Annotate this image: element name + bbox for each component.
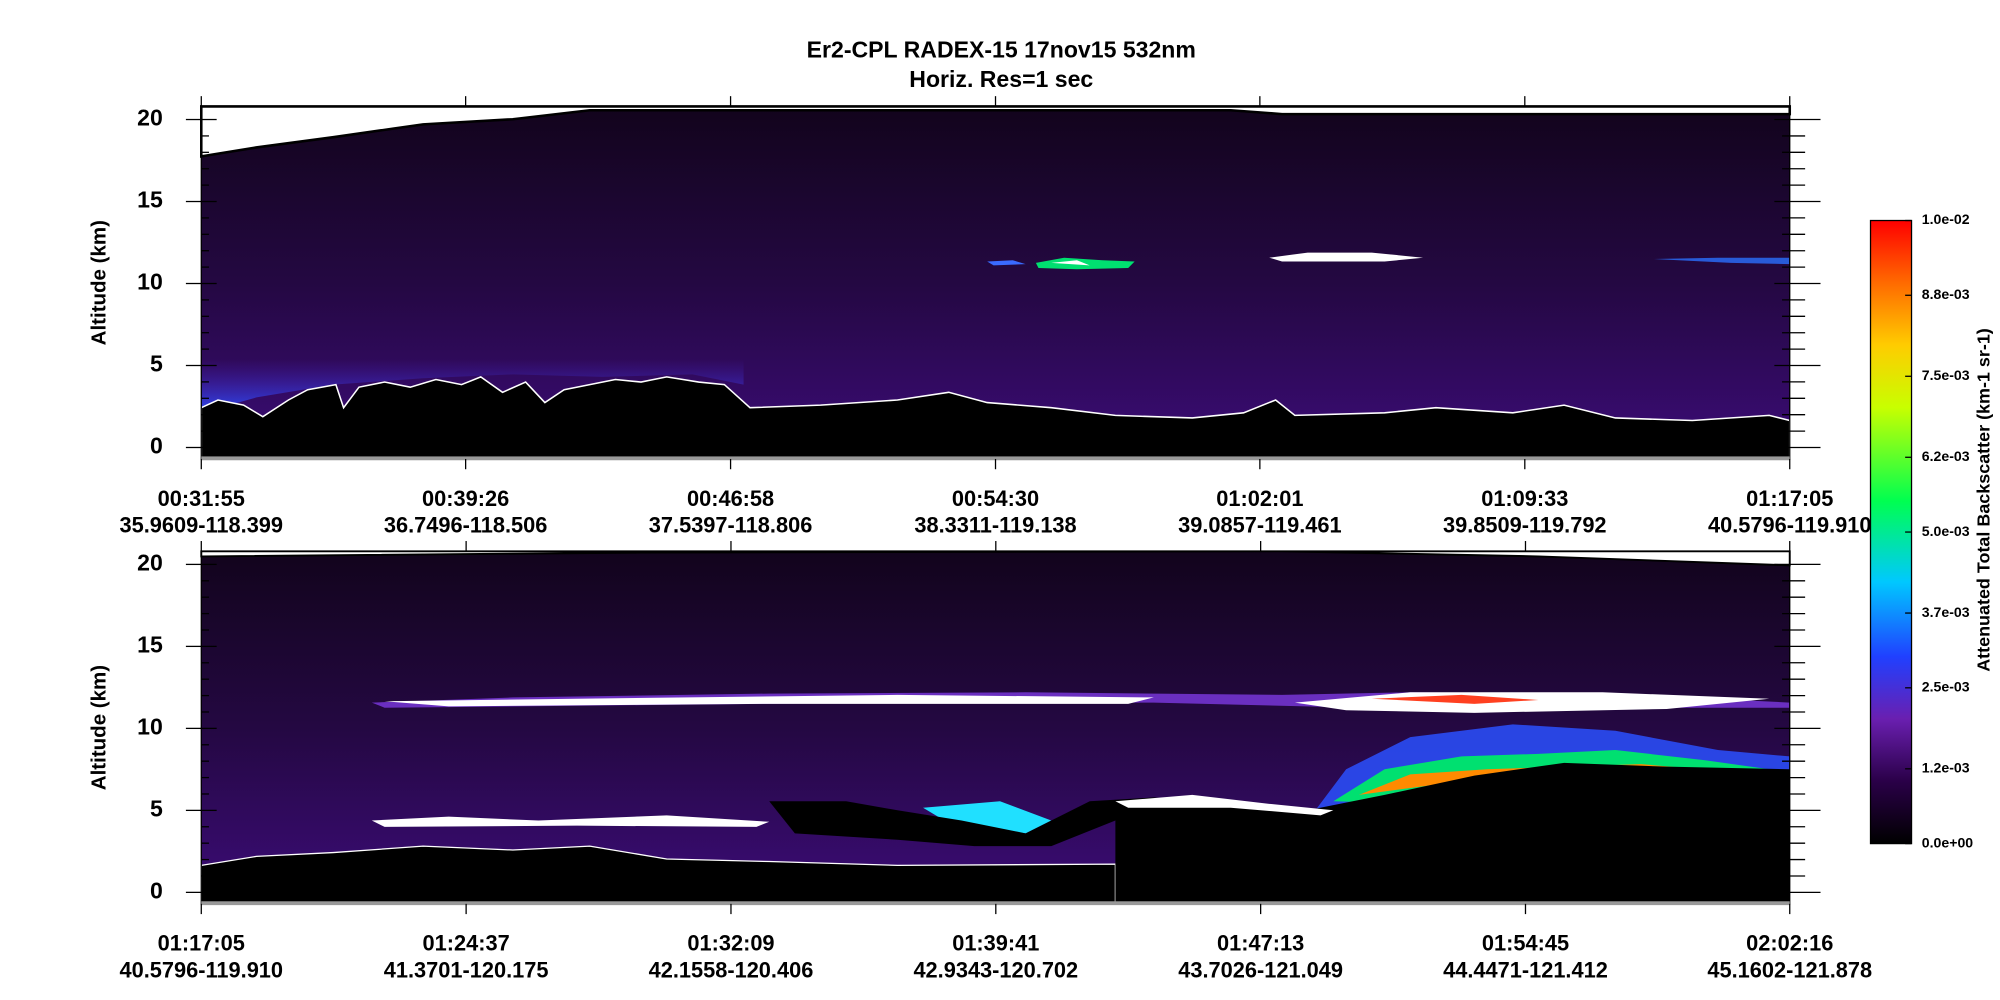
colorbar-tick-label: 1.2e-03 [1922,760,1970,776]
x-tick-label: 01:02:01 [1216,486,1303,511]
x-tick-label: 02:02:16 [1746,931,1833,956]
x-tick-location: 42.1558-120.406 [649,958,814,983]
colorbar-tick-label: 6.2e-03 [1922,448,1970,464]
x-tick-label: 01:39:41 [952,931,1039,956]
colorbar [1869,219,1913,845]
x-tick-location: 45.1602-121.878 [1707,958,1872,983]
x-tick-location: 39.0857-119.461 [1178,513,1342,538]
x-tick-location: 38.3311-119.138 [914,513,1076,538]
x-tick-label: 00:54:30 [952,486,1039,511]
x-tick-label: 00:31:55 [158,486,245,511]
colorbar-tick-label: 8.8e-03 [1922,286,1970,302]
colorbar-tick-label: 0.0e+00 [1922,834,1973,850]
y-tick-label: 20 [137,105,163,131]
title: Er2-CPL RADEX-15 17nov15 532nm [807,36,1196,62]
x-tick-label: 01:32:09 [687,931,774,956]
axis-baseline [201,901,1790,906]
x-tick-location: 39.8509-119.792 [1443,513,1607,538]
x-tick-label: 00:46:58 [687,486,774,511]
y-tick-label: 10 [137,269,163,295]
x-tick-location: 37.5397-118.806 [649,513,813,538]
curtain-bottom [200,550,1791,905]
subtitle: Horiz. Res=1 sec [909,66,1093,92]
colorbar-tick-label: 7.5e-03 [1922,367,1970,383]
y-tick-label: 15 [137,187,163,213]
curtain-top [200,105,1792,460]
x-tick-location: 42.9343-120.702 [913,958,1078,983]
y-axis-label: Altitude (km) [87,220,110,345]
colorbar-tick-label: 1.0e-02 [1922,211,1970,227]
x-tick-label: 01:24:37 [423,931,510,956]
x-tick-location: 44.4471-121.412 [1443,958,1608,983]
y-tick-label: 10 [137,713,163,739]
x-tick-location: 41.3701-120.175 [384,958,549,983]
x-tick-location: 35.9609-118.399 [120,513,284,538]
x-tick-label: 01:09:33 [1481,486,1568,511]
colorbar-label: Attenuated Total Backscatter (km-1 sr-1) [1973,328,1993,672]
x-tick-label: 01:54:45 [1482,931,1569,956]
x-tick-location: 40.5796-119.910 [1708,513,1872,538]
x-tick-location: 43.7026-121.049 [1178,958,1343,983]
y-tick-label: 5 [150,795,163,821]
x-tick-label: 01:17:05 [158,931,245,956]
axis-baseline [201,456,1790,461]
y-tick-label: 15 [137,631,163,657]
colorbar-tick-label: 3.7e-03 [1922,604,1970,620]
x-tick-location: 36.7496-118.506 [384,513,548,538]
x-tick-label: 01:47:13 [1217,931,1304,956]
colorbar-tick-label: 5.0e-03 [1922,523,1970,539]
y-tick-label: 0 [150,877,163,903]
y-tick-label: 20 [137,549,163,575]
x-tick-location: 40.5796-119.910 [120,958,284,983]
y-tick-label: 5 [150,351,163,377]
x-tick-label: 01:17:05 [1746,486,1833,511]
colorbar-tick-label: 2.5e-03 [1922,679,1970,695]
x-tick-label: 00:39:26 [422,486,509,511]
y-axis-label: Altitude (km) [87,665,110,790]
y-tick-label: 0 [150,433,163,459]
